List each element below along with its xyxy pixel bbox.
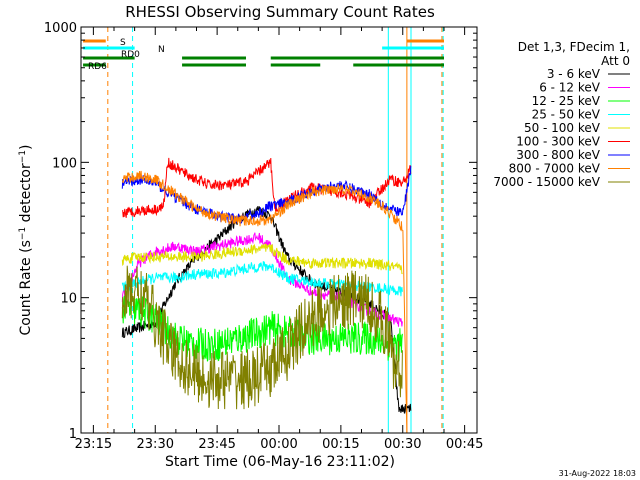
- series-lines: [121, 157, 412, 433]
- series-line-6: [121, 165, 412, 224]
- x-tick-label: 23:45: [198, 437, 235, 452]
- legend-label-5: 100 - 300 keV: [516, 135, 600, 149]
- svg-text:Count Rate (s−1 detector−1): Count Rate (s−1 detector−1): [18, 145, 34, 336]
- state-bars: S N RD0 RD6: [83, 38, 444, 72]
- series-line-5: [122, 157, 412, 218]
- legend-label-4: 50 - 100 keV: [524, 121, 601, 135]
- y-axis-label: Count Rate (s−1 detector−1): [18, 145, 34, 336]
- legend-label-6: 300 - 800 keV: [516, 148, 600, 162]
- y-axis-label-mid: detector: [18, 163, 34, 227]
- x-tick-label: 00:30: [384, 437, 421, 452]
- chart-title: RHESSI Observing Summary Count Rates: [125, 3, 435, 21]
- legend-header-line-2: Att 0: [601, 54, 630, 68]
- x-axis-label: Start Time (06-May-16 23:11:02): [165, 454, 395, 470]
- x-ticks: 23:15 23:30 23:45 00:00 00:15 00:30 00:45: [75, 27, 483, 452]
- state-bar-label-S: S: [120, 38, 126, 48]
- legend-header-line-1: Det 1,3, FDecim 1,: [518, 40, 630, 54]
- state-bar-label-N: N: [158, 45, 165, 55]
- x-tick-label: 23:30: [137, 437, 174, 452]
- series-line-8: [121, 265, 403, 410]
- x-tick-label: 00:15: [322, 437, 359, 452]
- legend-label-8: 7000 - 15000 keV: [493, 175, 600, 189]
- vertical-marker-lines: [81, 27, 444, 433]
- y-axis-label-sup2: −1: [18, 150, 28, 163]
- legend-label-0: 3 - 6 keV: [547, 67, 601, 81]
- x-tick-label: 00:45: [446, 437, 483, 452]
- y-axis-label-main: Count Rate (s: [18, 240, 34, 335]
- y-axis-label-end: ): [18, 145, 34, 150]
- state-bar-label-RD0: RD0: [121, 50, 140, 60]
- y-tick-label: 100: [52, 156, 77, 171]
- legend-label-3: 25 - 50 keV: [532, 108, 601, 122]
- footer-date: 31-Aug-2022 18:03: [559, 469, 636, 478]
- y-axis-label-sup1: −1: [18, 227, 28, 240]
- series-line-4: [121, 243, 403, 275]
- legend-label-7: 800 - 7000 keV: [509, 162, 601, 176]
- series-line-7: [121, 170, 408, 433]
- x-tick-label: 23:15: [75, 437, 112, 452]
- y-tick-label: 1000: [44, 21, 77, 36]
- legend-label-2: 12 - 25 keV: [532, 94, 601, 108]
- y-tick-label: 10: [60, 292, 77, 307]
- legend-label-1: 6 - 12 keV: [539, 81, 601, 95]
- y-tick-label: 1: [69, 427, 77, 442]
- y-ticks: 1 10 100 1000: [44, 21, 477, 442]
- state-bar-label-RD6: RD6: [88, 62, 107, 72]
- x-tick-label: 00:00: [260, 437, 297, 452]
